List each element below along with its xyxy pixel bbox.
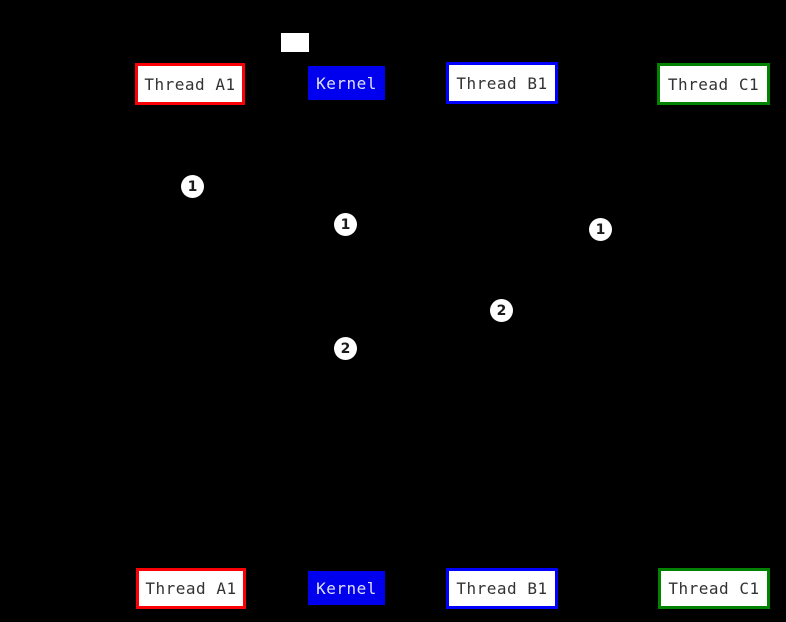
step-marker-1-thread-c1: 1: [589, 218, 612, 241]
step-marker-2-thread-b1: 2: [490, 299, 513, 322]
actor-box-thread-b1-top: Thread B1: [446, 62, 558, 104]
actor-box-thread-b1-bottom: Thread B1: [446, 568, 558, 609]
actor-box-thread-a1-bottom: Thread A1: [136, 568, 246, 609]
actor-box-thread-c1-top: Thread C1: [657, 63, 770, 105]
title-note-box: [281, 33, 309, 52]
actor-box-thread-a1-top: Thread A1: [135, 63, 245, 105]
actor-box-kernel-top: Kernel: [308, 66, 385, 100]
step-marker-1-kernel: 1: [334, 213, 357, 236]
step-marker-1-thread-a1: 1: [181, 175, 204, 198]
actor-box-thread-c1-bottom: Thread C1: [658, 568, 770, 609]
step-marker-2-kernel: 2: [334, 337, 357, 360]
actor-box-kernel-bottom: Kernel: [308, 571, 385, 605]
